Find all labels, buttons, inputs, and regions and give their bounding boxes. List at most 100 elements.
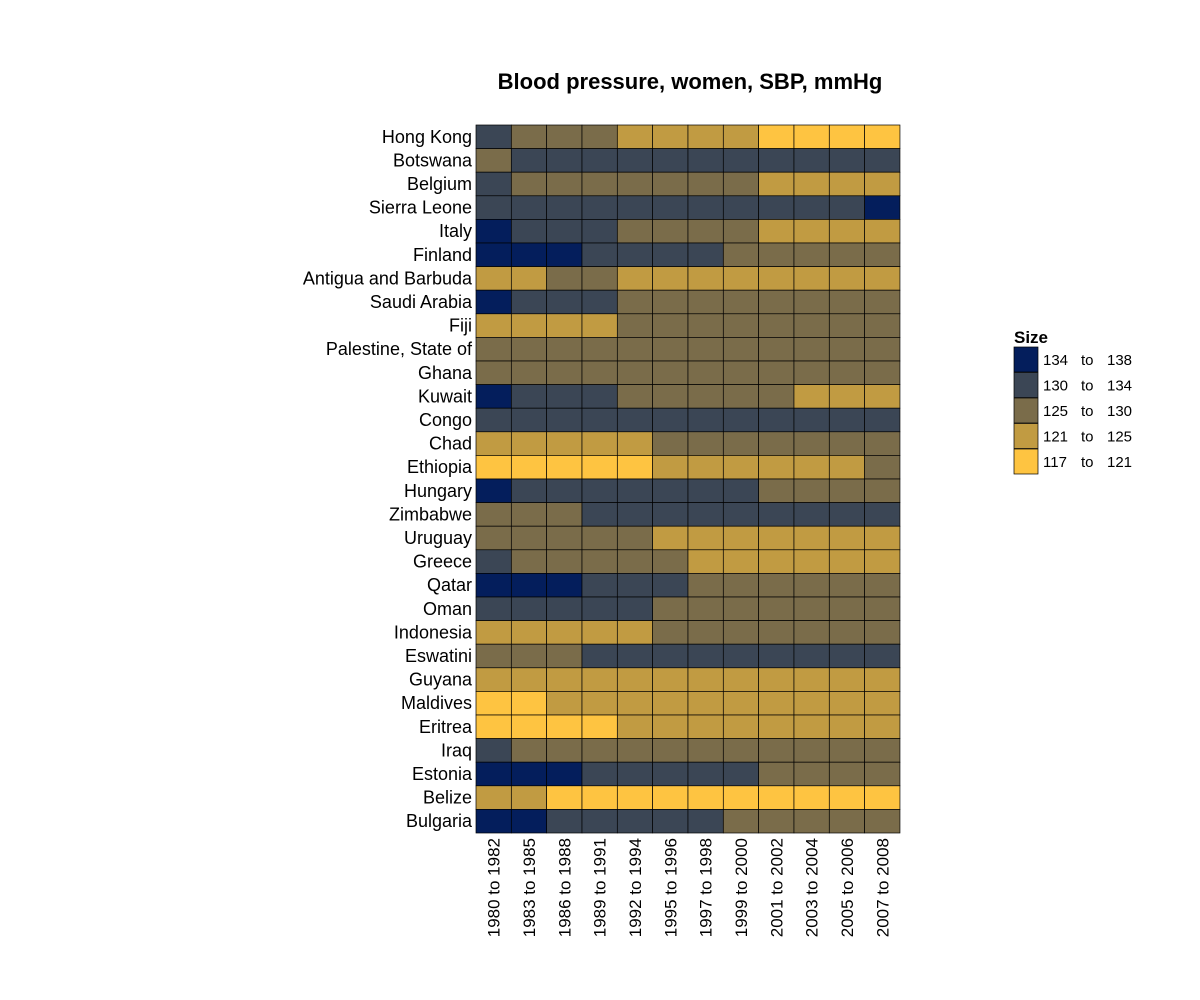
heatmap-cell bbox=[793, 195, 830, 220]
heatmap-cell bbox=[510, 337, 548, 362]
heatmap-cell bbox=[616, 407, 654, 433]
column-label: 1999 to 2000 bbox=[732, 838, 751, 937]
heatmap-cell bbox=[722, 289, 759, 315]
heatmap-cell bbox=[475, 596, 512, 621]
heatmap-cell bbox=[475, 525, 512, 551]
heatmap-cell bbox=[864, 171, 901, 197]
heatmap-cell bbox=[652, 124, 689, 149]
heatmap-cell bbox=[475, 691, 512, 716]
heatmap-cell bbox=[652, 195, 689, 220]
heatmap-cell bbox=[581, 761, 618, 787]
heatmap-cell bbox=[864, 360, 901, 385]
heatmap-cell bbox=[828, 738, 865, 763]
heatmap-cell bbox=[475, 195, 512, 220]
heatmap-cell bbox=[864, 384, 901, 409]
heatmap-cell bbox=[687, 714, 724, 739]
heatmap-cell bbox=[687, 124, 724, 149]
heatmap-cell bbox=[652, 266, 689, 291]
heatmap-cell bbox=[510, 714, 548, 739]
heatmap-cell bbox=[616, 549, 654, 574]
heatmap-cell bbox=[581, 738, 618, 763]
column-label: 2005 to 2006 bbox=[838, 838, 857, 937]
heatmap-cell bbox=[581, 667, 618, 692]
heatmap-cell bbox=[510, 124, 548, 149]
heatmap-cell bbox=[864, 785, 901, 810]
heatmap-cell bbox=[475, 478, 512, 503]
heatmap-cell bbox=[510, 596, 548, 621]
heatmap-cell bbox=[510, 242, 548, 267]
column-label: 2007 to 2008 bbox=[873, 838, 892, 937]
heatmap-cell bbox=[828, 337, 865, 362]
heatmap-cell bbox=[758, 313, 795, 338]
heatmap-cell bbox=[546, 171, 583, 197]
heatmap-cell bbox=[652, 809, 689, 834]
heatmap-cell bbox=[687, 289, 724, 315]
heatmap-cell bbox=[687, 620, 724, 645]
heatmap-cell bbox=[864, 219, 901, 244]
heatmap-cell bbox=[652, 785, 689, 810]
heatmap-cell bbox=[475, 667, 512, 692]
heatmap-cell bbox=[722, 502, 759, 527]
heatmap-cell bbox=[652, 337, 689, 362]
heatmap-cell bbox=[864, 525, 901, 551]
legend-swatch bbox=[1013, 423, 1039, 449]
heatmap-cell bbox=[475, 431, 512, 456]
heatmap-cell bbox=[546, 502, 583, 527]
heatmap-cell bbox=[828, 596, 865, 621]
row-label: Fiji bbox=[449, 316, 472, 336]
heatmap-cell bbox=[864, 667, 901, 692]
heatmap-cell bbox=[616, 313, 654, 338]
row-label: Eswatini bbox=[405, 646, 472, 666]
heatmap-cell bbox=[475, 549, 512, 574]
heatmap-cell bbox=[475, 219, 512, 244]
row-label: Kuwait bbox=[418, 386, 472, 406]
heatmap-cell bbox=[616, 643, 654, 669]
legend-label-low: 117 bbox=[1043, 454, 1067, 471]
heatmap-cell bbox=[687, 691, 724, 716]
heatmap-cell bbox=[581, 573, 618, 598]
heatmap-cell bbox=[828, 313, 865, 338]
heatmap-cell bbox=[758, 761, 795, 787]
heatmap-cell bbox=[864, 266, 901, 291]
heatmap-cell bbox=[793, 667, 830, 692]
heatmap-cell bbox=[687, 431, 724, 456]
heatmap-cell bbox=[616, 525, 654, 551]
row-label: Finland bbox=[413, 245, 472, 265]
heatmap-cell bbox=[475, 502, 512, 527]
heatmap-cell bbox=[616, 714, 654, 739]
heatmap-cell bbox=[510, 525, 548, 551]
heatmap-cell bbox=[616, 124, 654, 149]
heatmap-cell bbox=[581, 785, 618, 810]
heatmap-cell bbox=[828, 384, 865, 409]
column-label: 1983 to 1985 bbox=[520, 838, 539, 937]
heatmap-cell bbox=[616, 761, 654, 787]
heatmap-cell bbox=[687, 242, 724, 267]
legend-label-low: 130 bbox=[1043, 378, 1068, 395]
heatmap-cell bbox=[758, 124, 795, 149]
heatmap-cell bbox=[687, 525, 724, 551]
row-label: Ghana bbox=[418, 363, 473, 383]
heatmap-cell bbox=[793, 714, 830, 739]
chart-title: Blood pressure, women, SBP, mmHg bbox=[498, 69, 883, 94]
legend-swatch bbox=[1013, 346, 1039, 373]
heatmap-cell bbox=[546, 738, 583, 763]
row-label: Oman bbox=[423, 599, 472, 619]
heatmap-cell bbox=[581, 809, 618, 834]
heatmap-cell bbox=[616, 667, 654, 692]
heatmap-cell bbox=[475, 455, 512, 480]
heatmap-cell bbox=[722, 643, 759, 669]
heatmap-cell bbox=[616, 384, 654, 409]
legend-label-to: to bbox=[1081, 429, 1094, 446]
heatmap-cell bbox=[652, 714, 689, 739]
heatmap-cell bbox=[722, 337, 759, 362]
heatmap-cell bbox=[581, 219, 618, 244]
heatmap-cell bbox=[722, 242, 759, 267]
heatmap-cell bbox=[828, 171, 865, 197]
column-label: 1989 to 1991 bbox=[591, 838, 610, 937]
heatmap-cell bbox=[475, 242, 512, 267]
heatmap-cell bbox=[687, 549, 724, 574]
heatmap-cell bbox=[687, 384, 724, 409]
row-label: Sierra Leone bbox=[369, 198, 472, 218]
heatmap-cell bbox=[864, 148, 901, 173]
heatmap-cell bbox=[510, 691, 548, 716]
